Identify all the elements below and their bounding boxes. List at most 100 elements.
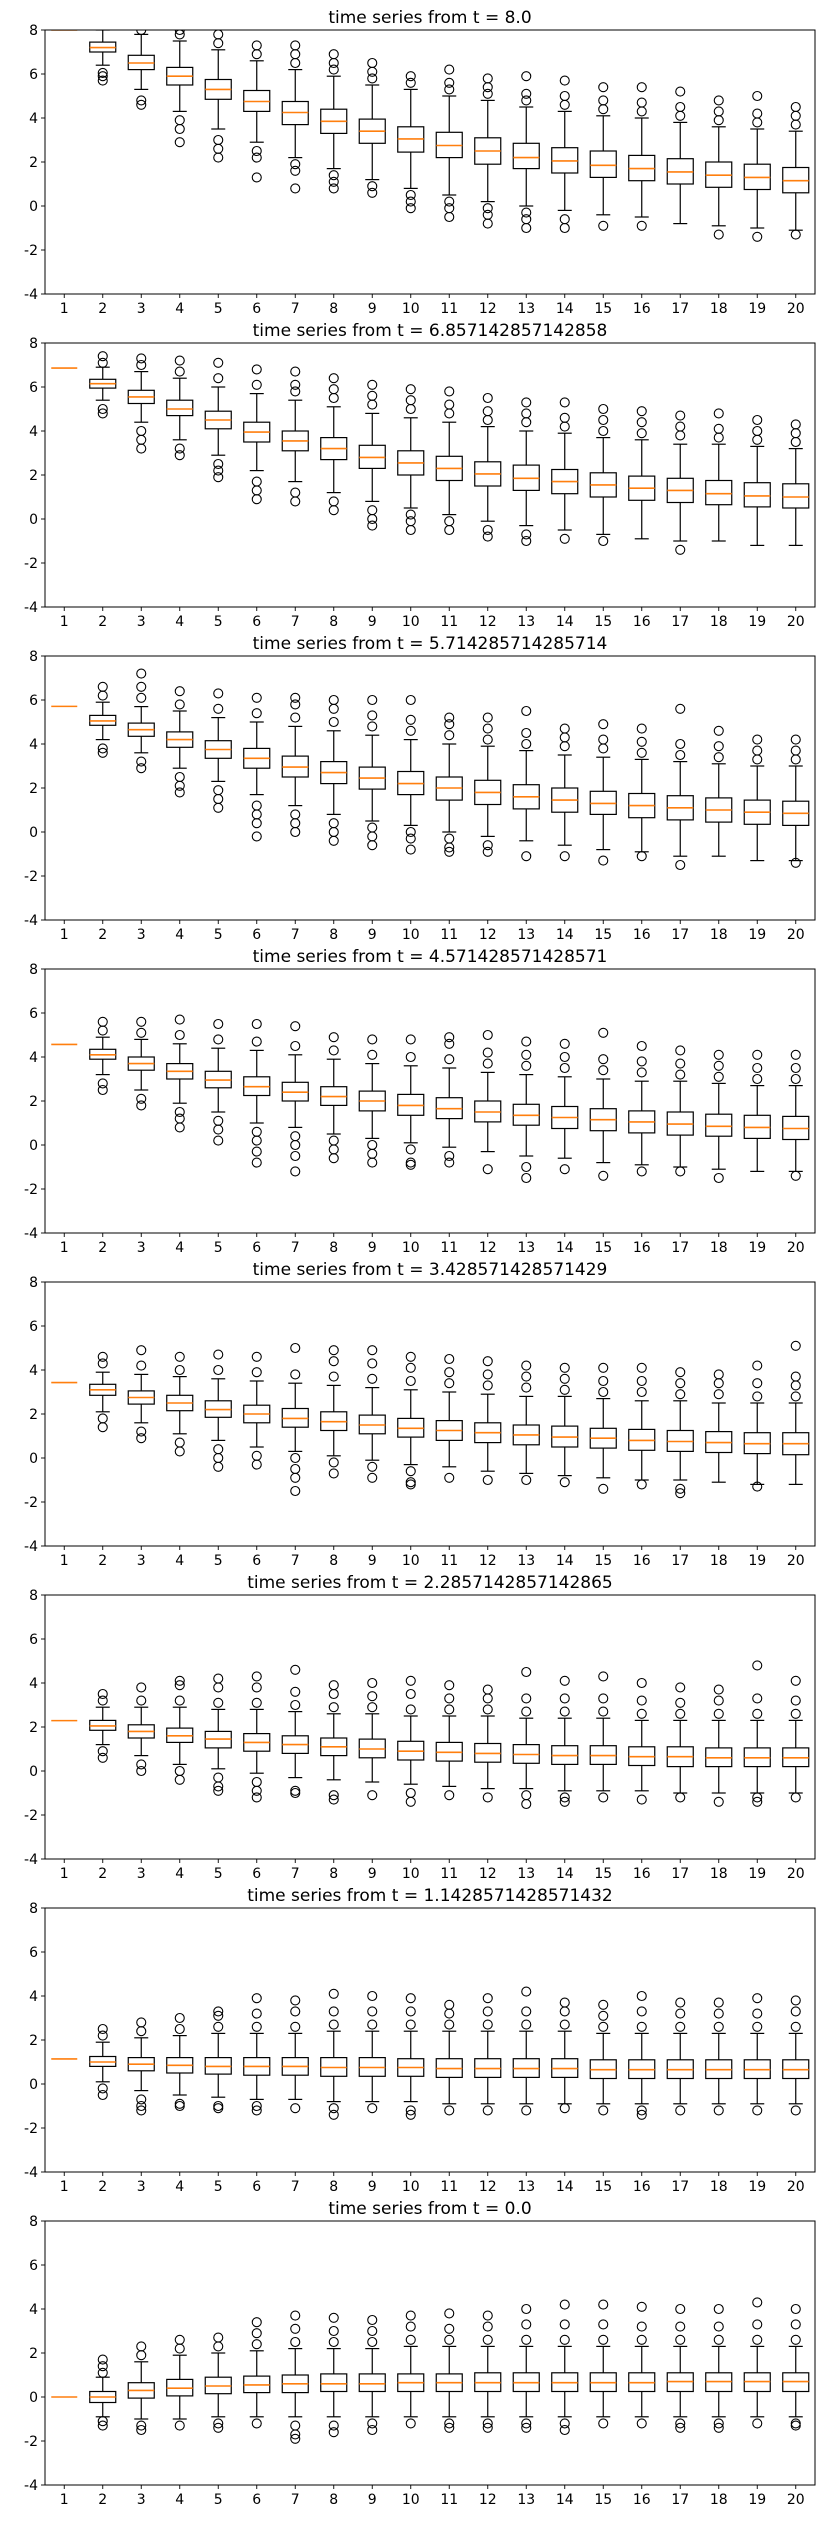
- plot-area: [51, 1014, 810, 1184]
- plot-area: [51, 1986, 810, 2120]
- chart-panel: time series from t = 3.428571428571429 -4…: [24, 1260, 816, 1569]
- box-4: [166, 2334, 194, 2431]
- x-tick-label: 5: [214, 1553, 223, 1569]
- outlier-point: [636, 97, 647, 108]
- outlier-point: [328, 1144, 339, 1155]
- outlier-point: [559, 222, 570, 234]
- outlier-point: [482, 209, 493, 220]
- outlier-point: [290, 1785, 301, 1796]
- outlier-point: [251, 2328, 262, 2339]
- box-19: [743, 414, 771, 547]
- outlier-point: [405, 509, 416, 520]
- outlier-point: [174, 2012, 185, 2024]
- y-tick-label: 6: [29, 693, 38, 709]
- box-4: [166, 686, 194, 798]
- chart-title: time series from t = 3.428571428571429: [253, 1260, 608, 1280]
- outlier-point: [367, 1148, 378, 1159]
- y-tick-label: -4: [24, 1539, 38, 1555]
- outlier-point: [675, 1997, 686, 2008]
- y-tick-label: -4: [24, 1852, 38, 1868]
- box-19: [743, 1660, 771, 1807]
- box-7: [281, 366, 309, 507]
- outlier-point: [328, 1135, 339, 1146]
- outlier-point: [790, 2418, 801, 2429]
- x-tick-label: 20: [787, 614, 805, 630]
- y-tick-label: 2: [29, 2033, 38, 2049]
- outlier-point: [136, 2105, 147, 2116]
- outlier-point: [251, 494, 262, 505]
- box-2: [89, 681, 117, 758]
- x-tick-label: 18: [710, 301, 728, 317]
- outlier-point: [213, 785, 224, 796]
- x-tick-label: 3: [137, 1866, 146, 1882]
- outlier-point: [174, 355, 185, 366]
- outlier-point: [328, 694, 339, 706]
- box-17: [666, 1997, 694, 2116]
- outlier-point: [636, 2301, 647, 2312]
- y-tick-label: -2: [24, 2121, 38, 2137]
- outlier-point: [97, 1078, 108, 1089]
- outlier-point: [97, 71, 108, 82]
- x-tick-label: 10: [402, 614, 420, 630]
- outlier-point: [405, 1144, 416, 1155]
- outlier-point: [136, 2420, 147, 2431]
- outlier-point: [521, 1790, 532, 1801]
- x-tick-label: 14: [556, 1866, 574, 1882]
- outlier-point: [444, 84, 455, 95]
- outlier-point: [482, 2418, 493, 2429]
- x-tick-label: 15: [594, 1866, 612, 1882]
- outlier-point: [636, 1056, 647, 1067]
- outlier-point: [482, 2321, 493, 2332]
- outlier-point: [675, 1682, 686, 1693]
- outlier-point: [213, 38, 224, 49]
- outlier-point: [251, 831, 262, 842]
- outlier-point: [482, 524, 493, 536]
- outlier-point: [174, 1113, 185, 1124]
- outlier-point: [713, 1695, 724, 1706]
- x-tick-label: 12: [479, 927, 497, 943]
- x-tick-label: 16: [633, 1553, 651, 1569]
- box-19: [743, 1049, 771, 1173]
- outlier-point: [328, 2103, 339, 2114]
- box-14: [551, 723, 579, 862]
- box-18: [705, 408, 733, 542]
- outlier-point: [713, 741, 724, 752]
- outlier-point: [328, 392, 339, 404]
- outlier-point: [444, 833, 455, 844]
- outlier-point: [675, 1378, 686, 1389]
- outlier-point: [444, 2422, 455, 2433]
- outlier-point: [444, 1999, 455, 2010]
- outlier-point: [290, 366, 301, 377]
- outlier-point: [328, 1794, 339, 1805]
- x-tick-label: 3: [137, 1240, 146, 1256]
- box-7: [281, 40, 309, 194]
- outlier-point: [675, 101, 686, 113]
- outlier-point: [521, 71, 532, 82]
- box-iqr: [166, 399, 194, 417]
- outlier-point: [97, 1688, 108, 1700]
- outlier-point: [636, 1794, 647, 1805]
- outlier-point: [752, 734, 763, 745]
- outlier-point: [328, 2019, 339, 2030]
- outlier-point: [675, 544, 686, 555]
- outlier-point: [675, 2422, 686, 2433]
- box-16: [628, 723, 656, 862]
- outlier-point: [213, 1034, 224, 1045]
- outlier-point: [251, 708, 262, 719]
- outlier-point: [97, 1351, 108, 1362]
- box-11: [435, 2308, 463, 2433]
- x-tick-label: 16: [633, 2492, 651, 2508]
- box-10: [397, 694, 425, 855]
- outlier-point: [213, 1349, 224, 1360]
- outlier-point: [790, 2021, 801, 2032]
- x-tick-label: 17: [671, 927, 689, 943]
- outlier-point: [97, 743, 108, 754]
- box-10: [397, 1034, 425, 1170]
- outlier-point: [290, 57, 301, 69]
- outlier-point: [713, 1369, 724, 1380]
- outlier-point: [367, 1702, 378, 1713]
- outlier-point: [559, 1675, 570, 1686]
- y-tick-label: 8: [29, 1901, 38, 1917]
- outlier-point: [136, 1426, 147, 1437]
- outlier-point: [405, 1477, 416, 1488]
